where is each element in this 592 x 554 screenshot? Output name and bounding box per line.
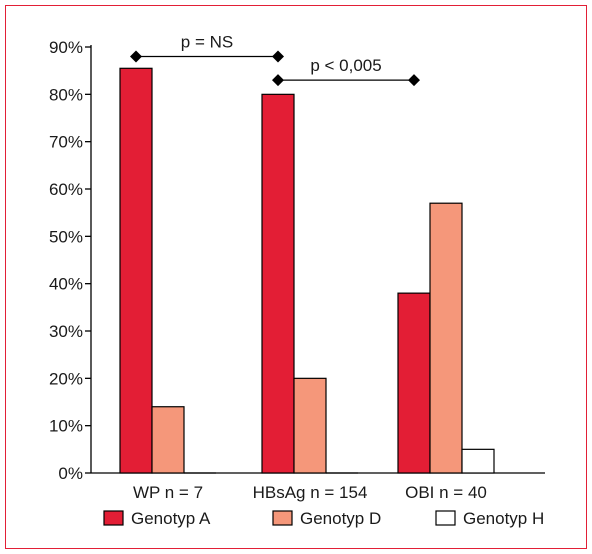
bars	[119, 67, 495, 474]
y-tick-label: 50%	[49, 227, 83, 246]
diamond-marker	[408, 74, 420, 87]
bar	[397, 292, 431, 474]
significance-annotations: p = NS p < 0,005	[130, 32, 420, 87]
legend-swatch	[103, 510, 124, 526]
bar	[119, 67, 153, 474]
legend: Genotyp A Genotyp D Genotyp H	[103, 509, 544, 528]
x-axis: WP n = 7 HBsAg n = 154 OBI n = 40	[91, 472, 545, 502]
legend-swatch	[272, 510, 293, 526]
y-tick-label: 90%	[49, 38, 83, 57]
y-tick-label: 80%	[49, 85, 83, 104]
y-axis: 0% 10% 20% 30% 40% 50% 60% 70% 80% 90%	[49, 38, 92, 483]
x-category-label: HBsAg n = 154	[253, 483, 368, 502]
diamond-marker	[130, 50, 142, 63]
x-category-label: OBI n = 40	[405, 483, 487, 502]
y-tick-label: 20%	[49, 369, 83, 388]
diamond-marker	[272, 50, 284, 63]
y-tick-label: 0%	[58, 464, 83, 483]
bar	[461, 448, 495, 474]
y-tick-label: 10%	[49, 417, 83, 436]
legend-label: Genotyp H	[463, 509, 544, 528]
legend-swatch	[435, 510, 456, 526]
legend-label: Genotyp D	[300, 509, 381, 528]
significance-label: p < 0,005	[310, 56, 381, 75]
bar	[151, 406, 185, 474]
x-category-label: WP n = 7	[133, 483, 203, 502]
bar	[261, 93, 295, 474]
y-tick-label: 60%	[49, 180, 83, 199]
y-tick-label: 70%	[49, 133, 83, 152]
diamond-marker	[272, 74, 284, 87]
y-tick-label: 30%	[49, 322, 83, 341]
bar	[429, 202, 463, 474]
legend-label: Genotyp A	[131, 509, 211, 528]
significance-label: p = NS	[181, 32, 233, 51]
y-tick-label: 40%	[49, 275, 83, 294]
bar	[293, 377, 327, 474]
